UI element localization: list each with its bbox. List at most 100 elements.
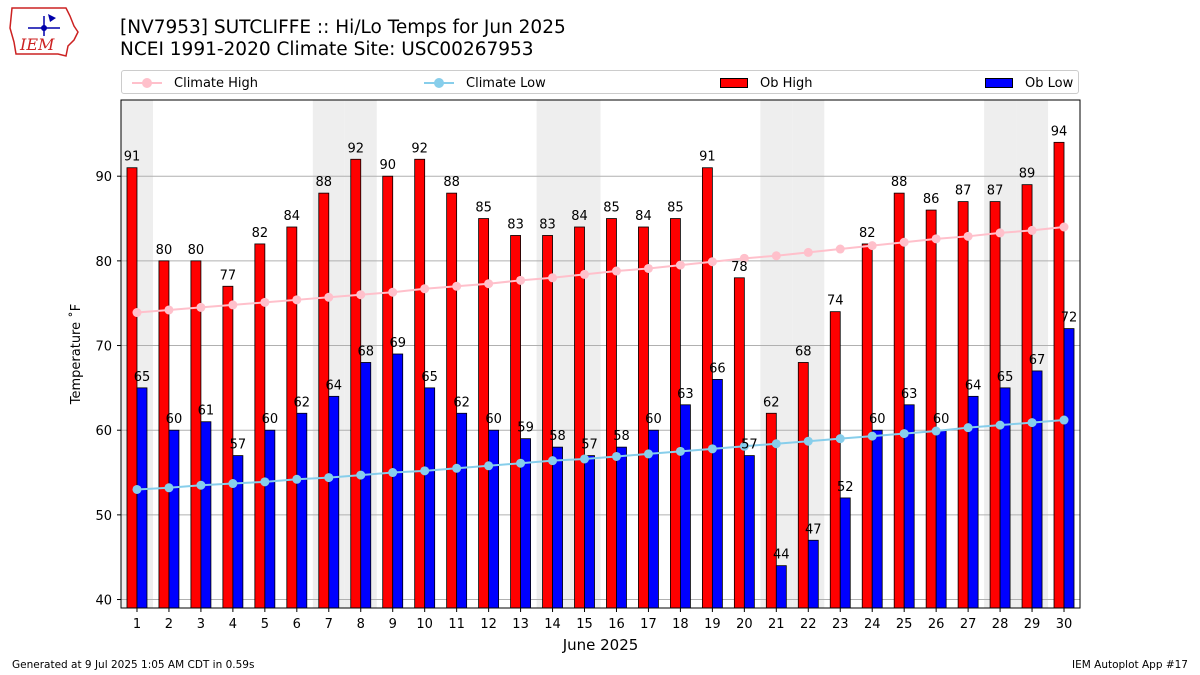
climate-high-point (484, 279, 494, 289)
ob-low-label: 61 (198, 404, 215, 419)
climate-low-point (260, 477, 270, 487)
climate-high-point (803, 247, 813, 257)
ob-low-label: 60 (166, 412, 183, 427)
x-tick-label: 13 (512, 617, 529, 632)
climate-high-point (1059, 222, 1069, 232)
climate-low-point (196, 480, 206, 490)
climate-high-swatch (132, 76, 162, 90)
climate-high-point (899, 237, 909, 247)
ob-low-label: 57 (581, 438, 598, 453)
climate-high-point (580, 269, 590, 279)
climate-low-point (292, 474, 302, 484)
ob-high-bar (829, 311, 841, 609)
ob-low-bar (200, 421, 212, 609)
ob-low-bar (616, 446, 627, 609)
ob-high-label: 84 (635, 209, 652, 224)
ob-low-bar (296, 412, 308, 609)
climate-high-point (132, 308, 142, 318)
ob-high-label: 82 (252, 226, 269, 241)
title-line-1: [NV7953] SUTCLIFFE :: Hi/Lo Temps for Ju… (120, 17, 566, 38)
ob-high-label: 85 (667, 201, 684, 216)
footer-app: IEM Autoplot App #17 (1072, 659, 1188, 671)
ob-low-label: 62 (294, 395, 311, 410)
climate-high-point (995, 228, 1005, 238)
y-tick-label: 50 (95, 509, 112, 524)
logo-text: IEM (19, 35, 55, 54)
title-line-2: NCEI 1991-2020 Climate Site: USC00267953 (120, 39, 534, 60)
ob-low-label: 64 (326, 378, 343, 393)
ob-high-label: 92 (347, 141, 364, 156)
climate-low-point (995, 420, 1005, 430)
ob-low-label: 63 (677, 387, 694, 402)
climate-high-point (963, 231, 973, 241)
ob-high-label: 83 (539, 217, 556, 232)
ob-high-label: 74 (827, 294, 844, 309)
ob-low-swatch (985, 78, 1013, 88)
climate-low-point (803, 436, 813, 446)
ob-low-bar (584, 455, 595, 609)
ob-low-label: 62 (453, 395, 470, 410)
x-tick-label: 27 (960, 617, 977, 632)
legend-label-ob-high: Ob High (760, 75, 813, 91)
ob-low-bar (264, 429, 276, 609)
climate-high-point (867, 241, 877, 251)
climate-low-point (1059, 415, 1069, 425)
climate-low-point (963, 423, 973, 433)
climate-low-point (835, 434, 845, 444)
y-tick-label: 90 (95, 170, 112, 185)
ob-low-label: 59 (517, 421, 534, 436)
ob-low-bar (839, 497, 851, 609)
ob-low-label: 60 (869, 412, 886, 427)
ob-high-bar (286, 226, 298, 609)
ob-high-label: 88 (891, 175, 908, 190)
x-tick-label: 9 (389, 617, 397, 632)
climate-low-point (452, 463, 462, 473)
plot-frame (120, 99, 1081, 609)
ob-low-bar (456, 412, 468, 609)
x-tick-label: 3 (197, 617, 205, 632)
climate-low-point (580, 454, 590, 464)
chart-title: [NV7953] SUTCLIFFE :: Hi/Lo Temps for Ju… (120, 17, 566, 61)
climate-low-point (739, 441, 749, 451)
legend-item-ob-high: Ob High (720, 74, 813, 92)
x-tick-label: 11 (448, 617, 465, 632)
ob-high-label: 87 (987, 184, 1004, 199)
ob-high-label: 85 (475, 201, 492, 216)
climate-high-line (136, 226, 1065, 314)
climate-high-point (388, 287, 398, 297)
iem-logo: IEM (9, 7, 79, 57)
x-tick-label: 23 (832, 617, 849, 632)
ob-high-label: 88 (316, 175, 333, 190)
climate-high-point (611, 266, 621, 276)
x-tick-label: 2 (165, 617, 173, 632)
climate-high-point (548, 273, 558, 283)
chart-legend: Climate High Climate Low Ob High Ob Low (121, 70, 1079, 94)
x-tick-label: 16 (608, 617, 625, 632)
climate-low-point (611, 451, 621, 461)
climate-low-point (548, 456, 558, 466)
ob-low-label: 65 (134, 370, 151, 385)
y-tick-label: 60 (95, 424, 112, 439)
climate-high-point (707, 257, 717, 267)
ob-high-label: 94 (1051, 124, 1068, 139)
climate-high-point (260, 297, 270, 307)
ob-low-bar (136, 387, 148, 609)
ob-low-bar (360, 362, 372, 609)
ob-high-bar (190, 260, 202, 609)
ob-high-bar (574, 226, 585, 609)
climate-low-point (675, 446, 685, 456)
climate-low-point (356, 470, 366, 480)
legend-item-climate-high: Climate High (132, 74, 258, 92)
x-tick-label: 18 (672, 617, 689, 632)
y-tick-label: 70 (95, 340, 112, 355)
ob-low-label: 60 (485, 412, 502, 427)
ob-high-label: 84 (571, 209, 588, 224)
ob-low-bar (488, 429, 500, 609)
ob-low-label: 58 (549, 429, 566, 444)
ob-low-bar (743, 455, 755, 609)
x-tick-label: 8 (357, 617, 365, 632)
x-tick-label: 30 (1056, 617, 1073, 632)
legend-item-climate-low: Climate Low (424, 74, 546, 92)
ob-high-bar (382, 175, 394, 609)
ob-high-bar (989, 201, 1001, 609)
